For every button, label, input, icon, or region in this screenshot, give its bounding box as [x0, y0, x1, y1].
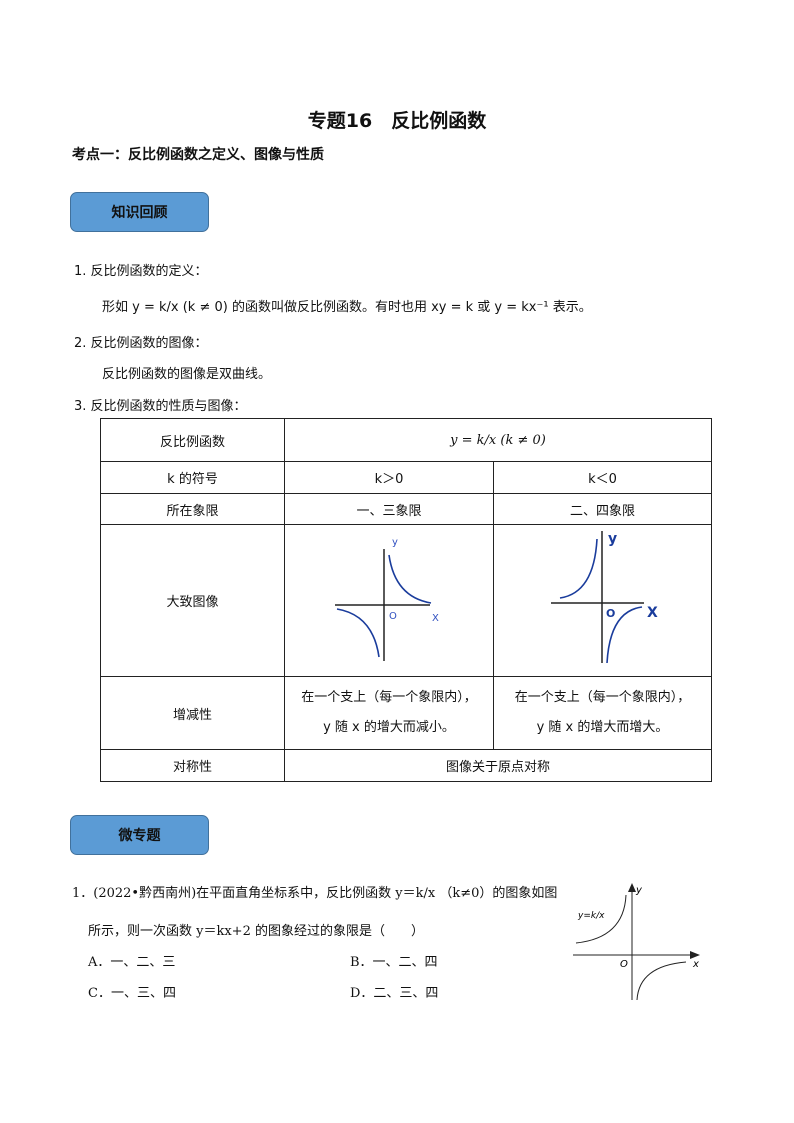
- item-heading: 反比例函数的性质与图像：: [90, 399, 247, 414]
- item-2-head: 2. 反比例函数的图像：: [74, 332, 208, 351]
- cell: 所在象限: [100, 493, 285, 525]
- option-c[interactable]: C．一、三、四: [88, 986, 176, 1001]
- page-title: 专题16 反比例函数: [307, 110, 487, 132]
- item-1-head: 1. 反比例函数的定义：: [74, 260, 208, 279]
- y-axis-label: y: [392, 537, 398, 548]
- item-3-head: 3. 反比例函数的性质与图像：: [74, 395, 247, 414]
- origin-label: O: [620, 959, 628, 970]
- x-axis-label: x: [692, 959, 699, 970]
- section-subtitle: 考点一：反比例函数之定义、图像与性质: [72, 147, 324, 163]
- option-d[interactable]: D．二、三、四: [350, 986, 439, 1001]
- cell: k 的符号: [100, 461, 285, 494]
- cell: k＞0: [284, 461, 494, 494]
- item-heading: 反比例函数的图像：: [90, 336, 208, 351]
- cell: 一、三象限: [284, 493, 494, 525]
- badge-knowledge-review: 知识回顾: [70, 192, 209, 232]
- cell: 增减性: [100, 676, 285, 750]
- cell: 反比例函数: [100, 418, 285, 462]
- origin-label: O: [389, 611, 397, 622]
- curve-label: y=k/x: [577, 911, 605, 921]
- item-heading: 反比例函数的定义：: [90, 264, 208, 279]
- question-graph: y y=k/x O x: [573, 883, 700, 1001]
- graph-k-negative: y O X: [493, 524, 712, 677]
- graph-k-positive: y O X: [284, 524, 494, 677]
- question-line-1: 1．(2022•黔西南州)在平面直角坐标系中，反比例函数 y＝k/x （k≠0）…: [72, 886, 558, 901]
- cell: k＜0: [493, 461, 712, 494]
- item-number: 3.: [74, 399, 87, 414]
- cell-line: y 随 x 的增大而减小。: [323, 720, 455, 735]
- cell: 在一个支上（每一个象限内）， y 随 x 的增大而减小。: [284, 676, 494, 750]
- cell: 在一个支上（每一个象限内）， y 随 x 的增大而增大。: [493, 676, 712, 750]
- properties-table: 反比例函数 y = k/x (k ≠ 0) k 的符号 k＞0 k＜0 所在象限 一、三…: [100, 418, 712, 782]
- cell: 图像关于原点对称: [284, 749, 712, 782]
- item-2-body: 反比例函数的图像是双曲线。: [102, 367, 272, 382]
- cell-line: y 随 x 的增大而增大。: [536, 720, 669, 735]
- question-line-2: 所示，则一次函数 y＝kx+2 的图象经过的象限是（ ）: [88, 924, 424, 939]
- badge-micro-topic: 微专题: [70, 815, 209, 855]
- item-number: 1.: [74, 264, 87, 279]
- cell: 二、四象限: [493, 493, 712, 525]
- y-axis-label: y: [635, 885, 643, 896]
- x-axis-label: X: [432, 613, 439, 624]
- option-b[interactable]: B．一、二、四: [350, 955, 438, 970]
- cell-line: 在一个支上（每一个象限内），: [514, 690, 691, 705]
- cell: 对称性: [100, 749, 285, 782]
- y-axis-label: y: [608, 531, 617, 547]
- item-number: 2.: [74, 336, 87, 351]
- cell: y = k/x (k ≠ 0): [284, 418, 712, 462]
- item-1-body: 形如 y = k/x (k ≠ 0) 的函数叫做反比例函数。有时也用 xy = …: [102, 300, 592, 315]
- origin-label: O: [606, 607, 615, 620]
- cell-line: 在一个支上（每一个象限内），: [301, 690, 477, 705]
- cell: 大致图像: [100, 524, 285, 677]
- option-a[interactable]: A．一、二、三: [88, 955, 176, 970]
- x-axis-label: X: [647, 605, 658, 621]
